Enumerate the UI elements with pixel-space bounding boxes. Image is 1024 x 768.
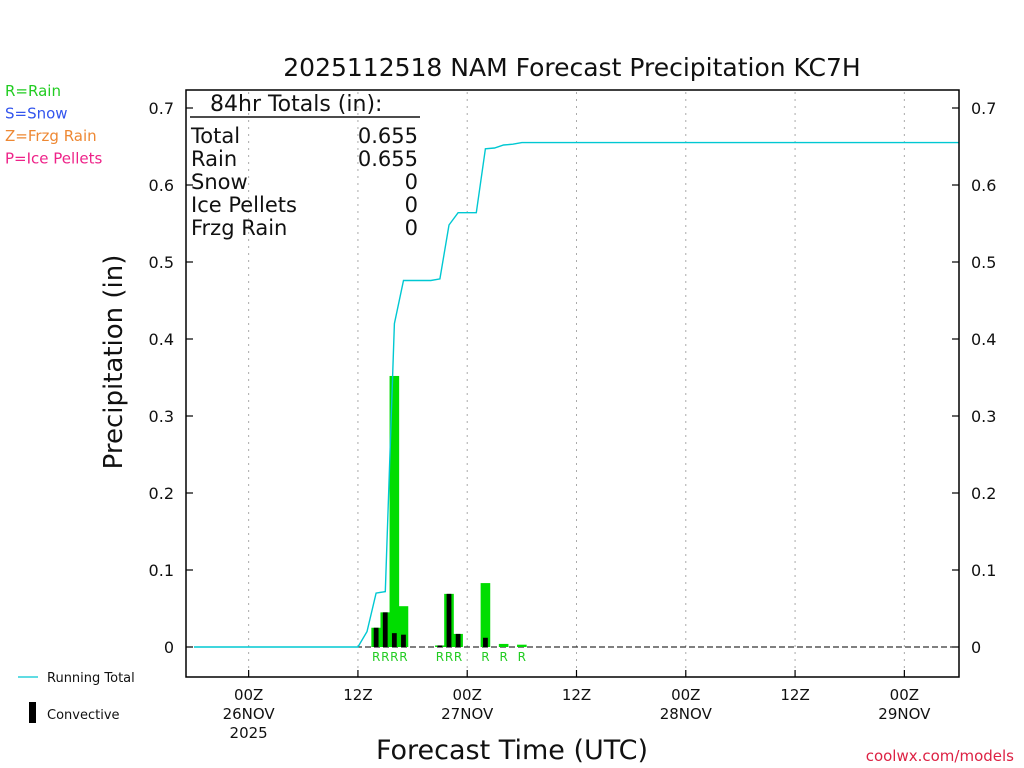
convective-bar xyxy=(455,633,461,647)
totals-row-label: Frzg Rain xyxy=(191,216,287,240)
plot-frame xyxy=(185,89,960,678)
x-tick-label: 27NOV xyxy=(441,705,494,723)
x-tick-label: 26NOV xyxy=(223,705,276,723)
type-label: R xyxy=(518,650,526,664)
convective-bar xyxy=(446,593,452,647)
x-tick-label: 29NOV xyxy=(878,705,931,723)
totals-row-label: Snow xyxy=(191,170,248,194)
running-total-series xyxy=(194,141,959,648)
y-tick-label-right: 0.4 xyxy=(971,330,996,349)
convective-bar xyxy=(373,627,379,647)
y-tick-label-right: 0.5 xyxy=(971,253,996,272)
legend: Running Total Convective xyxy=(18,671,135,723)
y-axis-right: 0 0.1 0.2 0.3 0.4 0.5 0.6 0.7 xyxy=(952,99,996,657)
x-tick-label: 00Z xyxy=(890,686,919,704)
type-label: R xyxy=(436,650,444,664)
x-tick-label: 00Z xyxy=(453,686,482,704)
type-label: R xyxy=(381,650,389,664)
y-tick-label-right: 0.7 xyxy=(971,99,996,118)
x-tick-label: 12Z xyxy=(343,686,372,704)
y-tick-label-left: 0.1 xyxy=(149,561,174,580)
totals-row-label: Rain xyxy=(191,147,237,171)
bar-series xyxy=(371,375,527,647)
totals-row-value: 0.655 xyxy=(358,124,418,148)
credit-text: coolwx.com/models xyxy=(866,747,1014,765)
rain-bar xyxy=(517,644,527,647)
running-total-line xyxy=(194,141,959,648)
chart-title: 2025112518 NAM Forecast Precipitation KC… xyxy=(283,53,860,82)
type-label: R xyxy=(499,650,507,664)
grid-lines xyxy=(194,92,959,677)
x-tick-label: 2025 xyxy=(230,724,268,742)
rain-bar xyxy=(398,606,409,647)
y-tick-label-left: 0.4 xyxy=(149,330,174,349)
type-label: R xyxy=(481,650,489,664)
y-tick-label-left: 0.3 xyxy=(149,407,174,426)
convective-bar xyxy=(401,634,406,647)
legend-convective-swatch xyxy=(29,702,36,723)
y-tick-label-right: 0.3 xyxy=(971,407,996,426)
legend-running-total-label: Running Total xyxy=(47,671,135,686)
type-label: R xyxy=(372,650,380,664)
rain-bar xyxy=(498,643,509,647)
totals-row-value: 0 xyxy=(405,216,418,240)
precip-type-key: R=Rain S=Snow Z=Frzg Rain P=Ice Pellets xyxy=(5,82,102,168)
y-axis-label: Precipitation (in) xyxy=(99,255,129,470)
y-tick-label-right: 0.2 xyxy=(971,484,996,503)
totals-row-label: Ice Pellets xyxy=(191,193,297,217)
type-key-item: S=Snow xyxy=(5,105,68,123)
x-tick-label: 12Z xyxy=(562,686,591,704)
convective-bar xyxy=(437,645,443,647)
x-tick-label: 12Z xyxy=(780,686,809,704)
y-tick-label-right: 0.1 xyxy=(971,561,996,580)
totals-row-value: 0 xyxy=(405,193,418,217)
type-label: R xyxy=(445,650,453,664)
type-key-item: R=Rain xyxy=(5,82,61,100)
y-tick-label-right: 0 xyxy=(971,638,981,657)
convective-bar xyxy=(391,633,397,647)
type-key-item: Z=Frzg Rain xyxy=(5,127,97,145)
totals-header: 84hr Totals (in): xyxy=(210,92,382,117)
y-axis-left: 0 0.1 0.2 0.3 0.4 0.5 0.6 0.7 xyxy=(149,99,193,657)
y-tick-label-left: 0.2 xyxy=(149,484,174,503)
type-label: R xyxy=(454,650,462,664)
totals-row-value: 0 xyxy=(405,170,418,194)
x-tick-label: 00Z xyxy=(234,686,263,704)
legend-convective-label: Convective xyxy=(47,708,120,723)
totals-box: 84hr Totals (in): Total 0.655 Rain 0.655 Sno… xyxy=(190,92,420,240)
y-tick-label-left: 0.7 xyxy=(149,99,174,118)
type-key-item: P=Ice Pellets xyxy=(5,150,102,168)
x-tick-label: 00Z xyxy=(671,686,700,704)
y-tick-label-left: 0.6 xyxy=(149,176,174,195)
totals-row-value: 0.655 xyxy=(358,147,418,171)
x-axis-label: Forecast Time (UTC) xyxy=(376,735,648,766)
rain-bar xyxy=(480,583,491,647)
y-tick-label-right: 0.6 xyxy=(971,176,996,195)
type-label: R xyxy=(399,650,407,664)
y-tick-label-left: 0 xyxy=(164,638,174,657)
x-tick-label: 28NOV xyxy=(660,705,713,723)
type-label: R xyxy=(390,650,398,664)
totals-row-label: Total xyxy=(190,124,240,148)
y-tick-label-left: 0.5 xyxy=(149,253,174,272)
convective-bar xyxy=(483,637,488,647)
convective-bar xyxy=(382,612,388,647)
rain-bar xyxy=(389,375,400,647)
